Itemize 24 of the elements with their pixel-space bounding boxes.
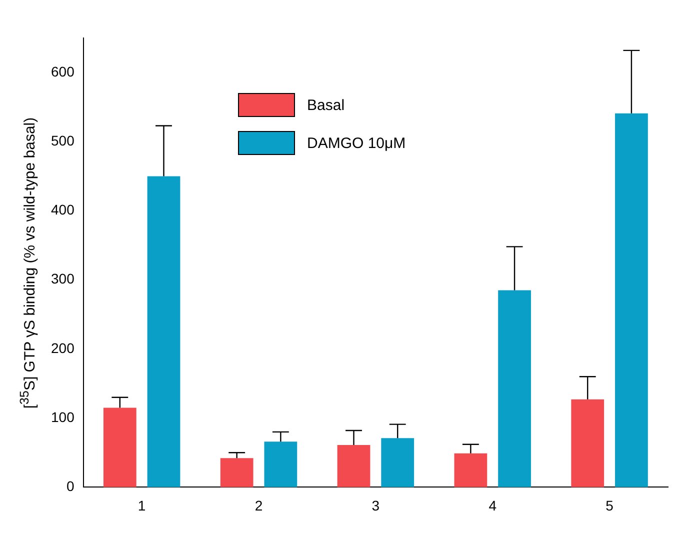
bar: [498, 290, 531, 488]
y-tick-label: 500: [51, 132, 75, 149]
x-tick-label: 2: [254, 497, 263, 514]
y-tick-label: 0: [66, 478, 75, 494]
legend-label: DAMGO 10μM: [307, 134, 406, 152]
bar: [615, 113, 648, 488]
bar: [264, 442, 298, 488]
x-tick-label: 4: [488, 497, 497, 514]
x-tick-label: 1: [138, 497, 146, 514]
x-tick-label: 5: [606, 497, 614, 514]
y-tick-label: 600: [51, 63, 75, 80]
y-tick-label: 400: [51, 202, 75, 218]
y-tick-label: 100: [51, 408, 75, 425]
bar: [381, 438, 414, 488]
bar: [337, 445, 370, 488]
bar: [147, 176, 180, 488]
y-tick-label: 300: [51, 270, 75, 287]
bar: [454, 453, 488, 488]
bar: [103, 408, 136, 488]
x-tick-label: 3: [372, 497, 380, 514]
y-tick-label: 200: [51, 340, 75, 356]
bar: [571, 399, 604, 488]
legend-label: Basal: [307, 96, 345, 114]
bar: [220, 458, 254, 488]
